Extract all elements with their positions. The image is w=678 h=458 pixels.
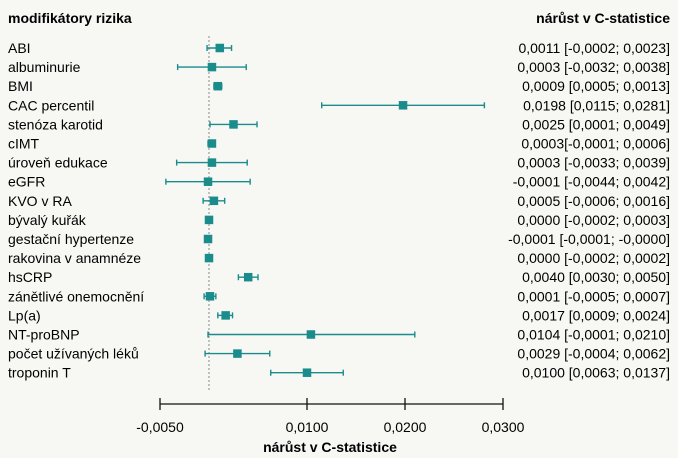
estimate-marker [243, 272, 253, 282]
x-axis-label: nárůst v C-statistice [263, 439, 397, 455]
estimate-marker [203, 234, 213, 244]
row-label: cIMT [8, 136, 40, 152]
row-label: albuminurie [8, 59, 81, 75]
row-label: bývalý kuřák [8, 212, 87, 228]
ci-text: 0,0198 [0,0115; 0,0281] [523, 97, 670, 113]
ci-text: 0,0003[-0,0001; 0,0006] [521, 136, 670, 152]
ci-text: 0,0009 [0,0005; 0,0013] [522, 78, 670, 94]
ci-text: -0,0001 [-0,0044; 0,0042] [513, 174, 670, 190]
ci-text: 0,0000 [-0,0002; 0,0003] [517, 212, 670, 228]
ci-text: 0,0029 [-0,0004; 0,0062] [517, 346, 670, 362]
estimate-marker [205, 292, 215, 301]
estimate-marker [229, 120, 238, 129]
estimate-marker [207, 158, 217, 167]
estimate-marker [207, 62, 217, 72]
estimate-marker [207, 139, 217, 148]
rows-group: ABI 0,0011 [-0,0002; 0,0023] albuminurie 0,… [8, 40, 670, 381]
row-label: zánětlivé onemocnění [8, 288, 144, 304]
x-tick-label: 0,0300 [482, 419, 525, 435]
left-header: modifikátory rizika [8, 10, 132, 26]
row-label: počet užívaných léků [8, 346, 139, 362]
row-label: troponin T [8, 365, 71, 381]
ci-text: 0,0104 [-0,0001; 0,0210] [517, 327, 670, 343]
row-label: ABI [8, 40, 31, 56]
row-label: KVO v RA [8, 193, 72, 209]
row-label: rakovina v anamnéze [8, 250, 141, 266]
x-tick-label: -0,0050 [136, 419, 184, 435]
estimate-marker [306, 330, 316, 339]
row-label: hsCRP [8, 269, 52, 285]
ci-text: 0,0017 [0,0009; 0,0024] [522, 307, 670, 323]
row-label: NT-proBNP [8, 327, 80, 343]
right-header: nárůst v C-statistice [536, 10, 670, 26]
row-label: CAC percentil [8, 97, 94, 113]
ci-text: 0,0100 [0,0063; 0,0137] [522, 365, 670, 381]
row-label: stenóza karotid [8, 116, 103, 132]
estimate-marker [221, 311, 230, 320]
row-label: eGFR [8, 174, 45, 190]
x-tick-label: 0,0200 [384, 419, 427, 435]
estimate-marker [204, 215, 214, 225]
estimate-marker [302, 368, 312, 377]
estimate-marker [209, 196, 219, 206]
ci-text: 0,0011 [-0,0002; 0,0023] [518, 40, 670, 56]
estimate-marker [215, 43, 225, 53]
ci-text: 0,0005 [-0,0006; 0,0016] [517, 193, 670, 209]
row-label: gestační hypertenze [8, 231, 134, 247]
estimate-marker [213, 81, 223, 91]
x-axis-ticks: -0,0050 0,0100 0,0200 0,0300 [136, 398, 525, 435]
ci-text: 0,0000 [-0,0002; 0,0002] [517, 250, 670, 266]
row-label: BMI [8, 78, 33, 94]
ci-text: 0,0040 [0,0030; 0,0050] [522, 269, 670, 285]
ci-text: 0,0001 [-0,0005; 0,0007] [517, 288, 670, 304]
ci-text: -0,0001 [-0,0001; -0,0000] [508, 231, 670, 247]
ci-text: 0,0003 [-0,0032; 0,0038] [517, 59, 670, 75]
x-tick-label: 0,0100 [286, 419, 329, 435]
estimate-marker [233, 349, 242, 358]
estimate-marker [203, 177, 213, 186]
row-label: Lp(a) [8, 307, 41, 323]
ci-text: 0,0003 [-0,0033; 0,0039] [517, 155, 670, 171]
estimate-marker [204, 253, 214, 263]
ci-text: 0,0025 [0,0001; 0,0049] [522, 116, 670, 132]
row-label: úroveň edukace [8, 155, 108, 171]
estimate-marker [398, 101, 408, 110]
